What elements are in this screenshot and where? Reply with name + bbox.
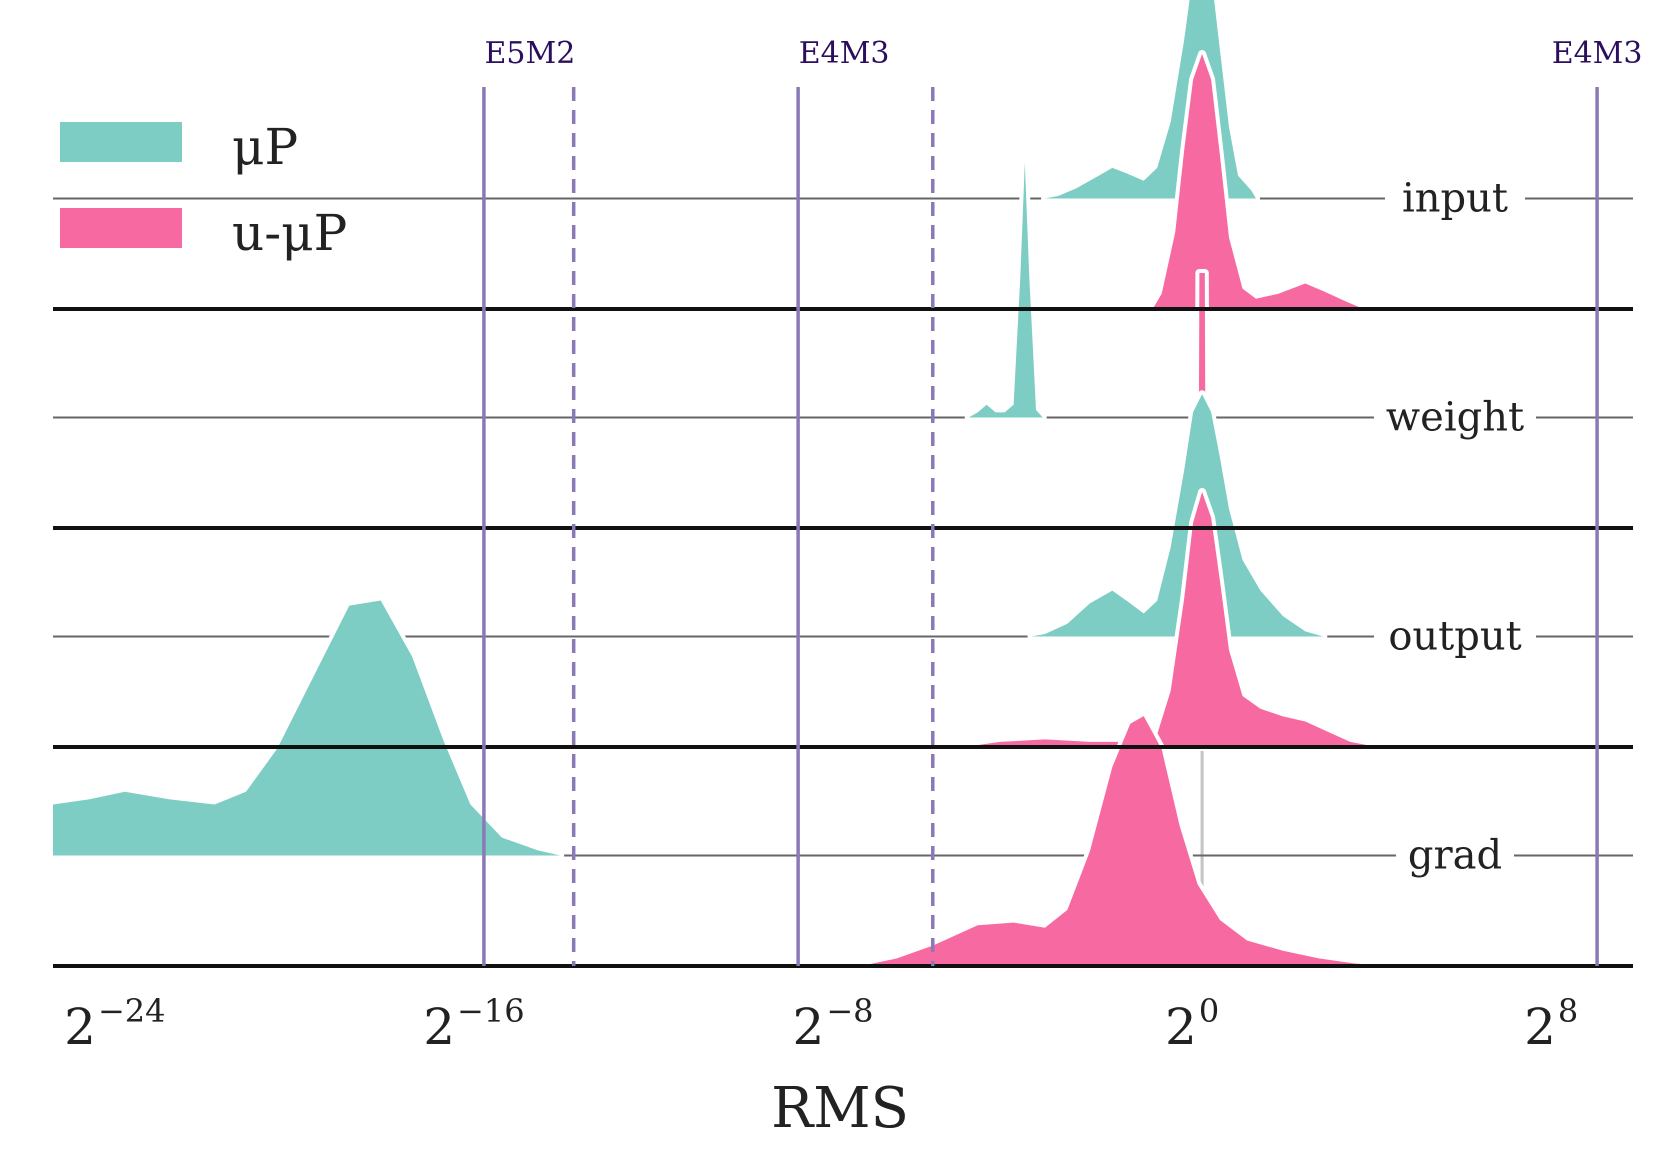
format-lines: E5M2 E4M3 E4M3 bbox=[482, 36, 1643, 966]
legend-label-mup: μP bbox=[232, 118, 298, 176]
density-grad-mup bbox=[49, 596, 565, 860]
x-axis-label: RMS bbox=[771, 1076, 909, 1141]
x-tick-neg16: 2−16 bbox=[423, 992, 524, 1056]
density-output-mup bbox=[1027, 390, 1328, 641]
x-tick-neg8: 2−8 bbox=[793, 992, 874, 1056]
format-label-e5m2: E5M2 bbox=[485, 36, 576, 71]
density-output-umup bbox=[960, 488, 1382, 751]
legend-swatch-umup bbox=[60, 208, 182, 248]
row-label-bg-weight bbox=[1374, 399, 1536, 436]
x-tick-labels: 2−24 2−16 2−8 20 28 bbox=[64, 992, 1578, 1056]
format-label-e4m3: E4M3 bbox=[799, 36, 890, 71]
format-label-e4m3-max: E4M3 bbox=[1552, 36, 1643, 71]
density-input-umup bbox=[1148, 50, 1368, 313]
row-label-bg-grad bbox=[1396, 837, 1514, 874]
row-label-bg-input bbox=[1385, 180, 1525, 217]
row-label-input: input bbox=[1402, 176, 1508, 222]
row-labels: input weight output grad bbox=[1374, 176, 1536, 879]
row-baselines bbox=[53, 307, 1633, 968]
x-tick-8: 28 bbox=[1524, 992, 1578, 1056]
row-label-bg-output bbox=[1374, 618, 1536, 655]
row-label-grad: grad bbox=[1408, 833, 1502, 879]
legend-label-umup: u-μP bbox=[232, 204, 347, 262]
row-label-weight: weight bbox=[1386, 395, 1524, 441]
legend: μP u-μP bbox=[60, 118, 347, 262]
density-weight-mup bbox=[964, 158, 1047, 422]
row-label-output: output bbox=[1388, 614, 1521, 660]
legend-swatch-mup bbox=[60, 122, 182, 162]
density-grad-umup bbox=[857, 712, 1395, 970]
x-tick-neg24: 2−24 bbox=[64, 992, 165, 1056]
x-tick-0: 20 bbox=[1165, 992, 1219, 1056]
